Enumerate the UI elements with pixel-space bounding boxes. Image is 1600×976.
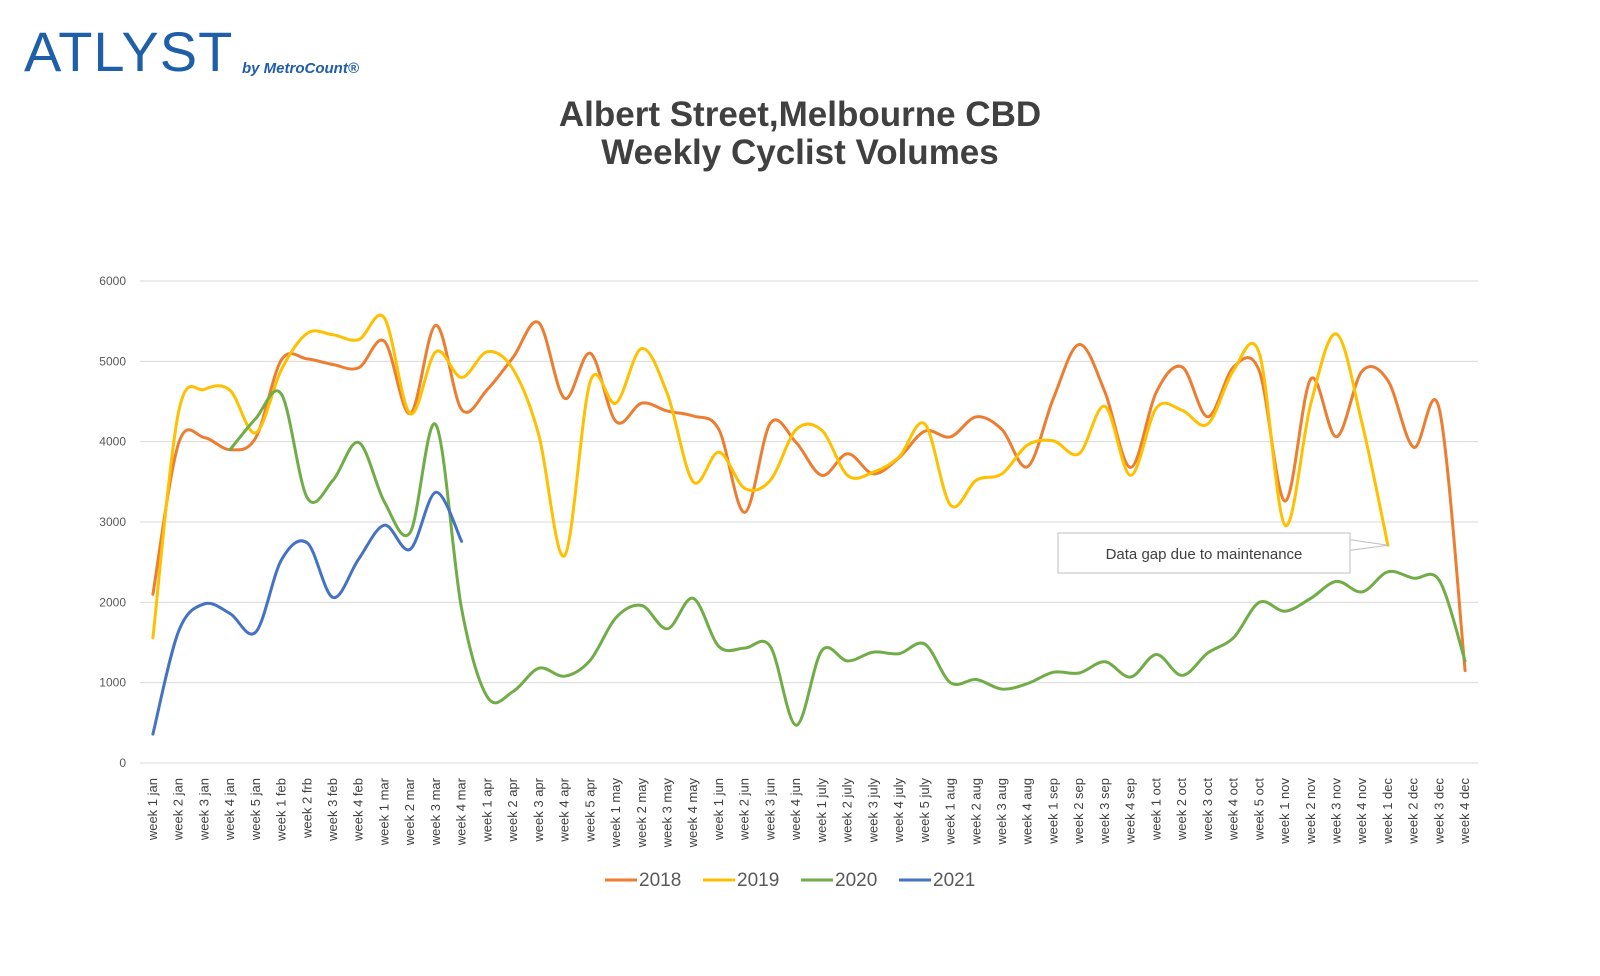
x-tick-label: week 4 dec xyxy=(1457,778,1472,845)
y-tick-label: 2000 xyxy=(99,595,126,609)
legend-label-2019: 2019 xyxy=(737,870,779,891)
x-tick-label: week 1 jan xyxy=(145,778,160,841)
x-tick-label: week 2 nov xyxy=(1303,778,1318,845)
annotation-text: Data gap due to maintenance xyxy=(1106,546,1303,563)
x-tick-label: week 2 dec xyxy=(1406,778,1421,845)
atlyst-logo: ATLYST by MetroCount® xyxy=(24,24,404,84)
y-tick-label: 6000 xyxy=(99,274,126,288)
x-tick-label: week 4 aug xyxy=(1020,778,1035,846)
y-tick-label: 5000 xyxy=(99,354,126,368)
y-axis: 0 1000 2000 3000 4000 5000 6000 xyxy=(99,274,126,770)
x-tick-label: week 4 mar xyxy=(454,777,469,846)
x-tick-label: week 3 dec xyxy=(1431,778,1446,845)
x-tick-label: week 2 mar xyxy=(402,777,417,846)
x-tick-label: week 3 july xyxy=(865,778,880,844)
y-tick-label: 0 xyxy=(119,756,126,770)
series-line-2020 xyxy=(228,389,1467,727)
x-tick-label: week 3 feb xyxy=(325,778,340,842)
y-tick-label: 1000 xyxy=(99,676,126,690)
x-tick-label: week 5 jan xyxy=(248,778,263,841)
x-tick-label: week 1 aug xyxy=(943,778,958,846)
x-tick-label: week 2 jan xyxy=(171,778,186,841)
logo-brand: ATLYST xyxy=(24,20,234,83)
x-tick-label: week 3 jan xyxy=(196,778,211,841)
x-tick-label: week 4 july xyxy=(891,778,906,844)
annotation-pointer xyxy=(1344,538,1389,552)
x-tick-label: week 2 may xyxy=(634,778,649,849)
x-tick-label: week 4 oct xyxy=(1226,778,1241,842)
x-tick-label: week 4 feb xyxy=(351,778,366,842)
x-tick-label: week 3 nov xyxy=(1328,778,1343,845)
x-tick-label: week 5 apr xyxy=(582,777,597,842)
legend-label-2018: 2018 xyxy=(639,870,681,891)
x-tick-label: week 1 sep xyxy=(1045,778,1060,845)
logo-byline: by MetroCount® xyxy=(242,60,359,77)
chart-title-line-2: Weekly Cyclist Volumes xyxy=(601,133,999,172)
legend-label-2020: 2020 xyxy=(835,870,877,891)
x-tick-label: week 1 may xyxy=(608,778,623,849)
series-lines xyxy=(151,313,1467,736)
x-tick-label: week 2 oct xyxy=(1174,778,1189,842)
chart-title-line-1: Albert Street,Melbourne CBD xyxy=(558,95,1042,134)
legend: 2018 2019 2020 2021 xyxy=(605,870,975,891)
x-tick-label: week 4 apr xyxy=(557,777,572,842)
x-tick-label: week 2 apr xyxy=(505,777,520,842)
x-tick-label: week 3 oct xyxy=(1200,778,1215,842)
series-line-2019 xyxy=(151,313,1390,640)
x-tick-label: week 1 apr xyxy=(479,777,494,842)
chart-title: Albert Street,Melbourne CBD Weekly Cycli… xyxy=(0,96,1600,172)
x-tick-label: week 4 sep xyxy=(1123,778,1138,845)
series-line-2018 xyxy=(151,320,1467,673)
x-tick-label: week 1 feb xyxy=(274,778,289,842)
x-tick-label: week 5 oct xyxy=(1251,778,1266,842)
x-tick-label: week 2 aug xyxy=(968,778,983,846)
annotation-box xyxy=(1057,532,1351,574)
x-tick-label: week 1 oct xyxy=(1148,778,1163,842)
series-line-2021 xyxy=(151,490,464,736)
x-tick-label: week 1 nov xyxy=(1277,778,1292,845)
x-tick-label: week 1 july xyxy=(814,778,829,844)
x-tick-label: week 3 jun xyxy=(762,778,777,841)
x-tick-label: week 4 jun xyxy=(788,778,803,841)
y-tick-label: 4000 xyxy=(99,435,126,449)
annotation: Data gap due to maintenance xyxy=(1057,532,1389,574)
x-tick-label: week 3 sep xyxy=(1097,778,1112,845)
x-tick-label: week 3 mar xyxy=(428,777,443,846)
x-tick-label: week 4 may xyxy=(685,778,700,849)
x-tick-label: week 1 mar xyxy=(376,777,391,846)
legend-label-2021: 2021 xyxy=(933,870,975,891)
x-tick-label: week 4 jan xyxy=(222,778,237,841)
x-tick-label: week 2 frb xyxy=(299,778,314,839)
x-tick-label: week 3 aug xyxy=(994,778,1009,846)
x-tick-label: week 5 july xyxy=(917,778,932,844)
x-tick-label: week 2 jun xyxy=(737,778,752,841)
x-tick-label: week 3 may xyxy=(659,778,674,849)
x-tick-label: week 2 july xyxy=(840,778,855,844)
x-axis: week 1 jan week 2 jan week 3 jan week 4 jan… xyxy=(145,777,1472,848)
annotation-pointer-mask xyxy=(1344,540,1347,550)
x-tick-label: week 3 apr xyxy=(531,777,546,842)
x-tick-label: week 4 nov xyxy=(1354,778,1369,845)
x-tick-label: week 1 jun xyxy=(711,778,726,841)
x-tick-label: week 1 dec xyxy=(1380,778,1395,845)
x-tick-label: week 2 sep xyxy=(1071,778,1086,845)
y-tick-label: 3000 xyxy=(99,515,126,529)
